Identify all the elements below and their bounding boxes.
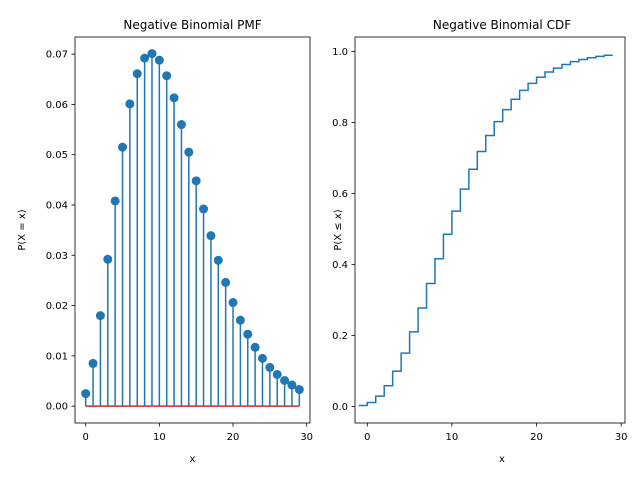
cdf-y-tick-label: 0.4 [332,260,348,271]
cdf-step-line [358,54,613,407]
cdf-plot-area [358,54,613,407]
pmf-marker [95,311,105,321]
pmf-x-axis-label: x [190,454,196,465]
cdf-title: Negative Binomial CDF [433,18,571,32]
pmf-y-axis-label: P(X = x) [17,209,28,250]
pmf-marker [265,362,275,372]
cdf-y-tick-label: 0.6 [332,189,348,200]
pmf-marker [140,53,150,63]
pmf-y-tick-label: 0.01 [46,351,68,362]
pmf-x-tick-label: 10 [153,432,166,443]
pmf-panel: 0 10 20 300.000.010.020.030.040.050.060.07 … [17,18,313,465]
pmf-x-tick-label: 0 [82,432,88,443]
pmf-marker [125,99,135,109]
pmf-y-tick-label: 0.04 [46,200,68,211]
pmf-marker [147,49,157,59]
pmf-marker [257,353,267,363]
pmf-marker [176,120,186,130]
pmf-marker [81,389,91,399]
cdf-x-tick-label: 0 [364,432,370,443]
pmf-y-tick-label: 0.06 [46,100,68,111]
pmf-marker [184,147,194,157]
cdf-y-axis-label: P(X ≤ x) [333,209,344,250]
pmf-y-tick-label: 0.00 [46,402,68,413]
cdf-y-tick-label: 0.2 [332,331,348,342]
pmf-marker [169,93,179,103]
cdf-panel: 0 10 20 30 0.0 0.2 0.4 0.6 0.8 1.0 Negative Binom… [332,18,627,465]
pmf-marker [221,277,231,287]
pmf-marker [213,255,223,265]
pmf-marker [162,71,172,81]
cdf-x-tick-label: 20 [530,432,543,443]
pmf-marker [103,254,113,264]
pmf-marker [250,342,260,352]
pmf-marker [280,376,290,386]
pmf-y-tick-label: 0.05 [46,150,68,161]
pmf-marker [294,385,304,395]
cdf-y-tick-label: 0.0 [332,402,348,413]
pmf-marker [88,358,98,368]
cdf-axes-spines [354,36,626,424]
pmf-marker [206,231,216,241]
pmf-marker [272,369,282,379]
pmf-marker [154,55,164,65]
cdf-y-tick-label: 0.8 [332,118,348,129]
cdf-x-axis-label: x [499,454,505,465]
pmf-marker [110,196,120,206]
pmf-axes-frame [74,36,311,424]
pmf-title: Negative Binomial PMF [123,18,261,32]
pmf-marker [191,176,201,186]
cdf-axes-frame [354,36,626,424]
cdf-y-tick-label: 1.0 [332,47,348,58]
pmf-plot-area [81,49,304,407]
pmf-x-tick-label: 30 [300,432,313,443]
pmf-y-tick-label: 0.02 [46,301,68,312]
pmf-x-tick-label: 20 [227,432,240,443]
pmf-marker [132,69,142,79]
pmf-y-tick-label: 0.03 [46,251,68,262]
pmf-ticks: 0 10 20 30 0.00 0.01 0.02 0.03 0.04 0.05 0.06 0.07 [46,50,313,443]
pmf-marker [199,204,209,214]
pmf-marker [287,380,297,390]
cdf-x-tick-label: 10 [446,432,459,443]
pmf-marker [243,329,253,339]
pmf-marker [235,315,245,325]
cdf-x-tick-label: 30 [615,432,628,443]
pmf-marker [228,298,238,308]
pmf-marker [118,142,128,152]
pmf-y-tick-label: 0.07 [46,50,68,61]
cdf-ticks: 0 10 20 30 0.0 0.2 0.4 0.6 0.8 1.0 [332,47,627,443]
pmf-axes-spines [74,36,311,424]
